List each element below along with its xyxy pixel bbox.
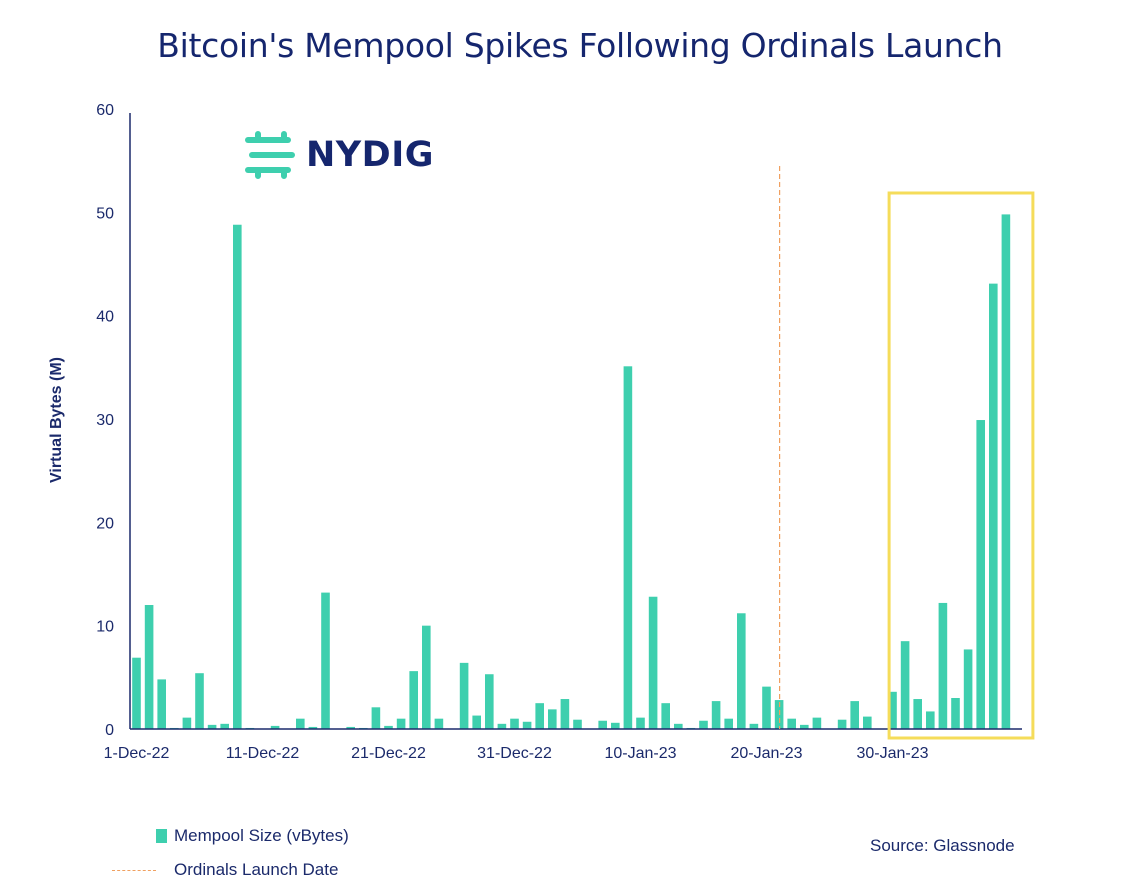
bar: [144, 605, 154, 729]
y-tick-label: 50: [96, 205, 114, 222]
legend-dash-swatch: [112, 869, 156, 871]
bar: [346, 726, 355, 729]
bar: [900, 641, 910, 729]
bar: [749, 723, 759, 729]
bar: [598, 720, 607, 729]
bar: [409, 671, 418, 729]
bar: [195, 673, 204, 729]
bars: [132, 214, 1011, 729]
bar: [396, 718, 406, 729]
logo-text: NYDIG: [306, 135, 434, 175]
bar: [384, 725, 393, 729]
bar: [270, 725, 280, 729]
highlight-box: [887, 191, 1035, 740]
nydig-logo-icon: [245, 131, 295, 179]
nydig-logo: NYDIG: [244, 130, 434, 180]
legend-item-mempool: Mempool Size (vBytes): [156, 826, 349, 846]
y-tick-label: 60: [96, 102, 114, 119]
y-tick-label: 40: [96, 309, 114, 326]
bar: [434, 718, 444, 729]
bar: [182, 717, 192, 729]
x-axis-ticks: 1-Dec-22 11-Dec-22 21-Dec-22 31-Dec-22 10-Ja…: [104, 745, 929, 762]
bar: [787, 718, 796, 729]
legend-bars-label: Mempool Size (vBytes): [174, 826, 349, 845]
bar: [296, 718, 305, 729]
legend-line-label: Ordinals Launch Date: [174, 860, 339, 879]
bar: [1001, 214, 1011, 729]
bar: [762, 686, 771, 729]
source-note: Source: Glassnode: [870, 836, 1015, 855]
y-tick-label: 10: [96, 619, 114, 636]
bar: [510, 718, 519, 729]
bar: [674, 723, 683, 729]
bar: [157, 679, 166, 729]
bar: [535, 703, 544, 729]
y-tick-label: 30: [96, 412, 114, 429]
bar: [699, 720, 708, 729]
bar: [485, 674, 494, 729]
x-tick-label: 20-Jan-23: [730, 745, 802, 762]
bar: [800, 724, 809, 729]
bar: [976, 420, 985, 729]
bar: [548, 709, 557, 729]
bar: [207, 724, 217, 729]
bar: [850, 701, 859, 729]
bar: [963, 649, 973, 729]
x-tick-label: 31-Dec-22: [477, 745, 552, 762]
y-tick-label: 20: [96, 515, 114, 532]
bar: [989, 283, 998, 729]
legend-item-ordinals: Ordinals Launch Date: [112, 860, 338, 880]
bar: [812, 717, 822, 729]
bar: [560, 699, 570, 729]
bar: [522, 721, 532, 729]
bar: [938, 602, 948, 729]
bar: [611, 722, 620, 729]
bar: [837, 719, 847, 729]
bar: [863, 716, 872, 729]
bar: [913, 699, 922, 729]
bar: [459, 662, 469, 729]
bar: [472, 715, 481, 729]
x-tick-label: 11-Dec-22: [226, 745, 300, 762]
bar: [951, 698, 960, 729]
bar: [422, 625, 431, 729]
bar: [623, 366, 633, 729]
bar: [648, 596, 658, 729]
bar: [737, 613, 746, 729]
bar: [321, 592, 330, 729]
bar: [220, 723, 229, 729]
legend-bar-swatch: [156, 829, 167, 843]
bar: [711, 701, 721, 729]
bar: [132, 657, 141, 729]
bar: [233, 224, 242, 729]
x-tick-label: 21-Dec-22: [351, 745, 426, 762]
x-tick-label: 10-Jan-23: [604, 745, 676, 762]
y-axis-ticks: 0 10 20 30 40 50 60: [96, 102, 114, 739]
x-tick-label: 30-Jan-23: [856, 745, 928, 762]
y-tick-label: 0: [105, 722, 114, 739]
chart-title: Bitcoin's Mempool Spikes Following Ordin…: [157, 26, 1003, 65]
bar: [371, 707, 381, 729]
x-tick-label: 1-Dec-22: [104, 745, 170, 762]
bar: [497, 723, 507, 729]
bar: [724, 718, 733, 729]
bar: [308, 726, 318, 729]
bar: [573, 719, 582, 729]
bar: [888, 691, 897, 729]
y-axis-label: Virtual Bytes (M): [48, 357, 65, 483]
bar: [661, 703, 670, 729]
bar: [636, 717, 645, 729]
bar: [926, 711, 935, 729]
